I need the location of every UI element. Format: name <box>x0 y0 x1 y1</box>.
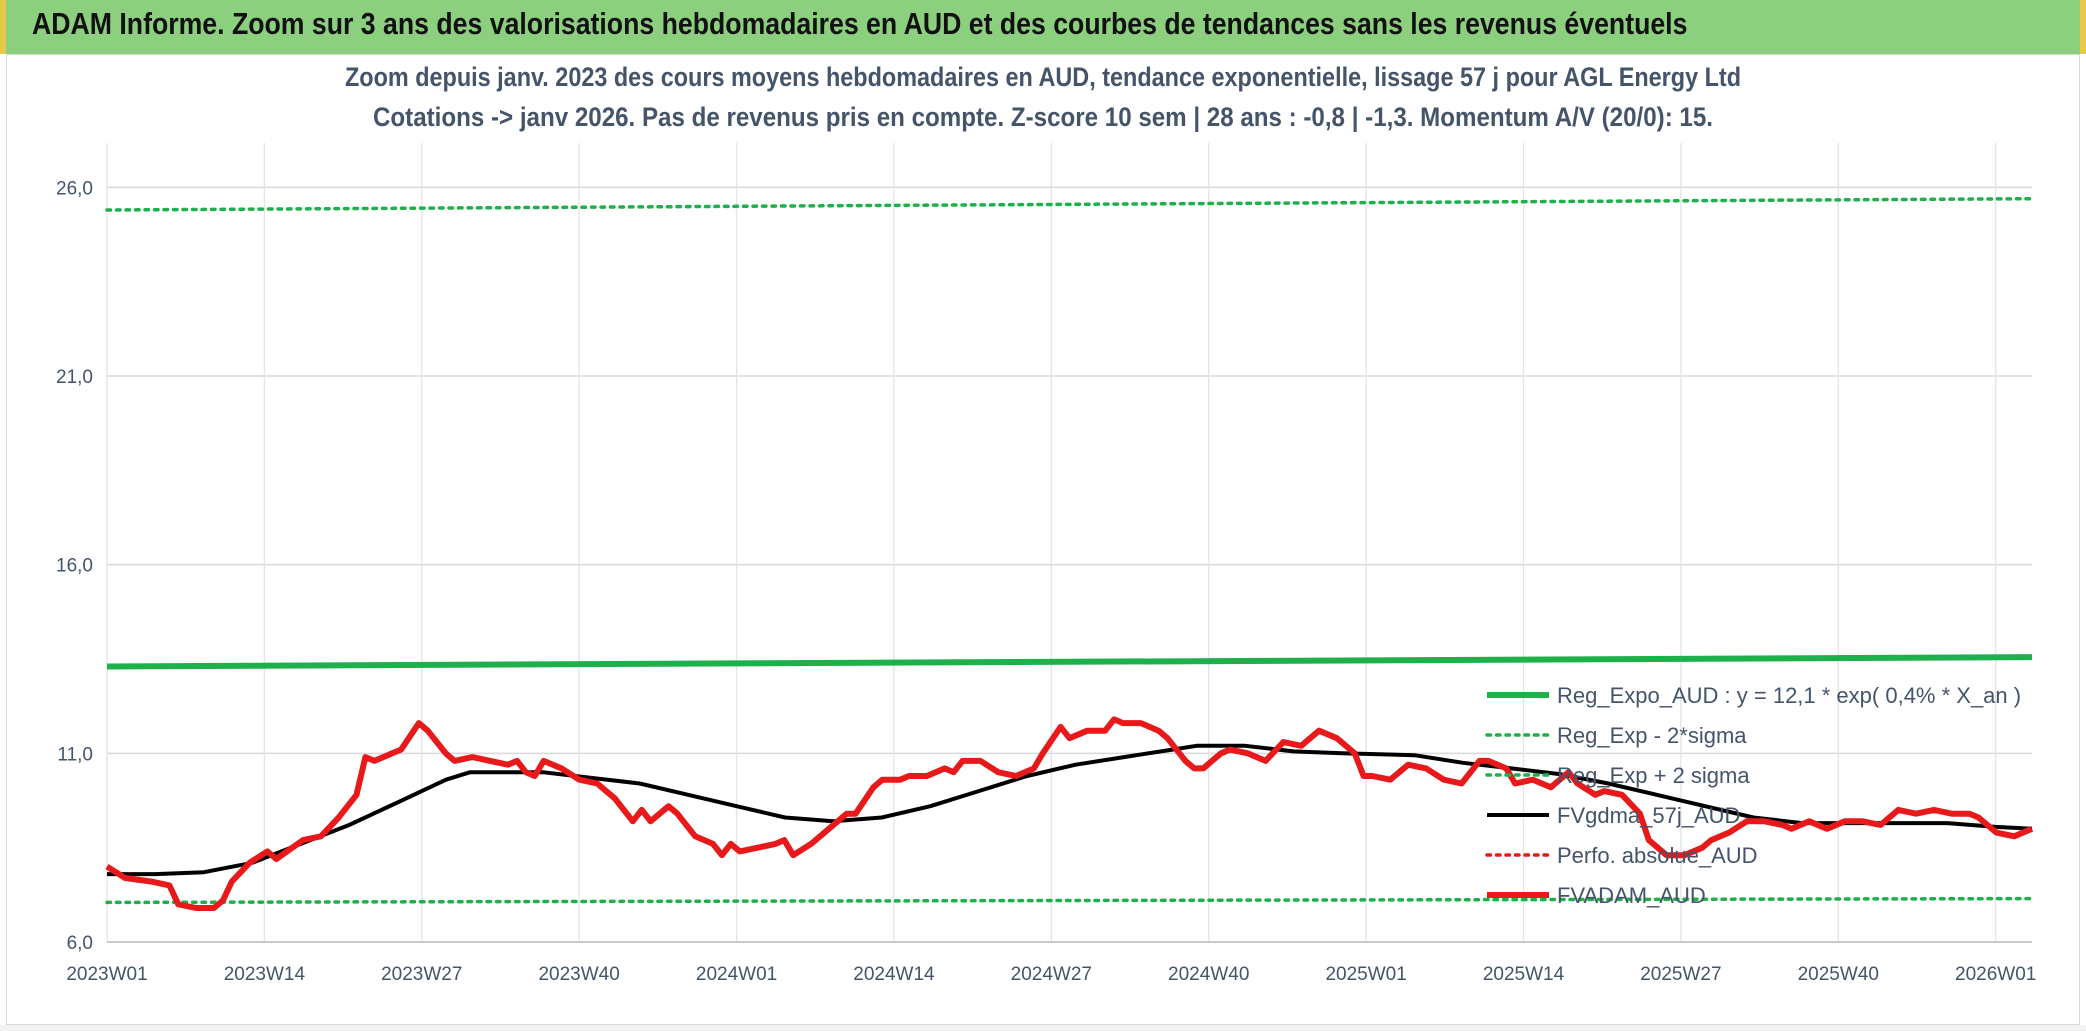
series-line-3 <box>107 743 2033 877</box>
chart-title-line-2: Cotations -> janv 2026. Pas de revenus p… <box>373 102 1713 132</box>
y-tick-label: 11,0 <box>57 744 93 765</box>
legend-label: Reg_Exp - 2*sigma <box>1557 723 1747 748</box>
series-layer <box>105 196 2034 911</box>
x-tick-label: 2024W01 <box>696 964 777 985</box>
chart-title-line-1: Zoom depuis janv. 2023 des cours moyens … <box>345 62 1741 92</box>
legend-label: Perfo. absolue_AUD <box>1557 843 1758 868</box>
series-line-1 <box>105 896 2034 905</box>
x-tick-label: 2025W40 <box>1798 964 1879 985</box>
legend-label: FVADAM_AUD <box>1557 883 1706 908</box>
legend-label: FVgdma_57j_AUD <box>1557 803 1740 828</box>
x-tick-label: 2025W27 <box>1640 964 1721 985</box>
x-tick-label: 2026W01 <box>1955 964 2036 985</box>
x-tick-label: 2023W14 <box>224 964 306 985</box>
series-line-0 <box>106 654 2033 670</box>
report-banner-title: ADAM Informe. Zoom sur 3 ans des valoris… <box>32 6 1688 41</box>
y-tick-label: 6,0 <box>67 933 93 954</box>
bottom-strip <box>0 1025 2086 1031</box>
x-tick-label: 2023W40 <box>538 964 619 985</box>
x-tick-label: 2024W14 <box>853 964 935 985</box>
series-line-5 <box>105 716 2034 911</box>
y-tick-label: 21,0 <box>56 367 93 388</box>
x-tick-label: 2023W27 <box>381 964 462 985</box>
chart-area: Zoom depuis janv. 2023 des cours moyens … <box>6 54 2080 1025</box>
report-banner: ADAM Informe. Zoom sur 3 ans des valoris… <box>0 0 2086 54</box>
grid-layer <box>106 143 2032 943</box>
y-tick-label: 26,0 <box>56 178 93 199</box>
line-chart: Zoom depuis janv. 2023 des cours moyens … <box>56 62 2036 985</box>
legend-label: Reg_Expo_AUD : y = 12,1 * exp( 0,4% * X_… <box>1557 683 2021 708</box>
y-tick-label: 16,0 <box>56 556 93 577</box>
x-tick-label: 2024W27 <box>1011 964 1092 985</box>
legend-label: Reg_Exp + 2 sigma <box>1557 763 1750 788</box>
legend: Reg_Expo_AUD : y = 12,1 * exp( 0,4% * X_… <box>1485 683 2021 908</box>
x-tick-label: 2024W40 <box>1168 964 1249 985</box>
series-line-2 <box>105 196 2034 212</box>
axis-layer: 6,0 11,0 16,0 21,0 26,0 2023W01 2023W14 2023W27… <box>56 178 2036 985</box>
x-tick-label: 2025W14 <box>1483 964 1565 985</box>
x-tick-label: 2025W01 <box>1325 964 1406 985</box>
x-tick-label: 2023W01 <box>66 964 147 985</box>
